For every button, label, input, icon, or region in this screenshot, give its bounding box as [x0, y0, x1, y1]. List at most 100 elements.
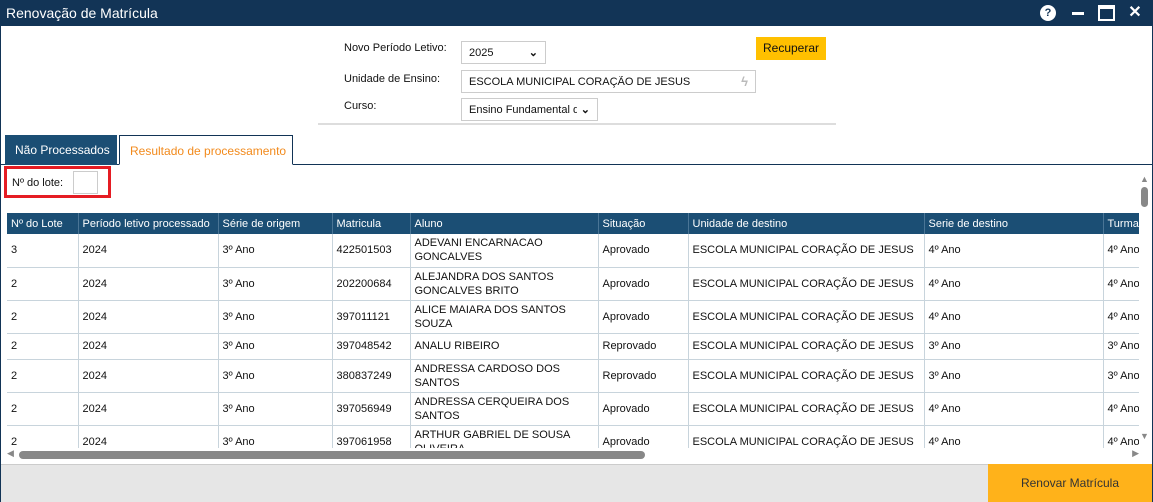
- window-title: Renovação de Matrícula: [6, 5, 158, 21]
- results-table: Nº do Lote Período letivo processado Série…: [7, 213, 1139, 448]
- table-header: Nº do Lote Período letivo processado Série…: [7, 213, 1139, 234]
- table-cell: ALEJANDRA DOS SANTOS GONCALVES BRITO: [410, 267, 599, 301]
- close-icon[interactable]: ✕: [1128, 4, 1142, 21]
- tab-resultado-processamento[interactable]: Resultado de processamento: [119, 135, 293, 165]
- lote-label: Nº do lote:: [12, 177, 64, 189]
- periodo-value: 2025: [469, 46, 494, 59]
- table-cell: 2: [7, 300, 79, 334]
- unidade-field[interactable]: ESCOLA MUNICIPAL CORAÇÃO DE JESUS ϟ: [461, 70, 756, 93]
- table-cell: ESCOLA MUNICIPAL CORAÇÃO DE JESUS: [688, 267, 925, 301]
- curso-value: Ensino Fundamental de 9 anos: [469, 103, 577, 116]
- column-header[interactable]: Turma: [1103, 213, 1139, 234]
- table-cell: 2024: [78, 300, 219, 334]
- column-header[interactable]: Período letivo processado: [78, 213, 219, 234]
- table-cell: 2: [7, 392, 79, 426]
- recuperar-button[interactable]: Recuperar: [756, 37, 826, 60]
- table-row[interactable]: 2 2024 3º Ano 397048542 ANALU RIBEIRO Reprova…: [7, 333, 1139, 360]
- column-header[interactable]: Serie de destino: [924, 213, 1104, 234]
- table-cell: 3º Ano: [218, 300, 333, 334]
- table-cell: 4º Ano: [1103, 300, 1139, 334]
- table-cell: Reprovado: [598, 333, 689, 360]
- table-cell: 4º Ano: [1103, 234, 1139, 268]
- horizontal-scrollbar[interactable]: ◀ ▶: [7, 448, 1139, 461]
- table-cell: ADEVANI ENCARNACAO GONCALVES: [410, 234, 599, 268]
- column-header[interactable]: Nº do Lote: [7, 213, 79, 234]
- table-cell: 2024: [78, 359, 219, 393]
- curso-select[interactable]: Ensino Fundamental de 9 anos ⌄: [461, 98, 598, 121]
- table-cell: 2024: [78, 425, 219, 448]
- vertical-scrollbar[interactable]: ▲ ▼: [1139, 174, 1151, 449]
- maximize-icon[interactable]: [1098, 5, 1115, 21]
- table-row[interactable]: 2 2024 3º Ano 397061958 ARTHUR GABRIEL DE SO…: [7, 425, 1139, 448]
- periodo-label: Novo Período Letivo:: [344, 42, 447, 54]
- scroll-down-icon[interactable]: ▼: [1140, 431, 1149, 441]
- table-cell: Aprovado: [598, 267, 689, 301]
- scroll-up-icon[interactable]: ▲: [1140, 174, 1149, 184]
- table-cell: 3º Ano: [218, 425, 333, 448]
- table-cell: 2024: [78, 392, 219, 426]
- table-cell: ESCOLA MUNICIPAL CORAÇÃO DE JESUS: [688, 234, 925, 268]
- scrollbar-thumb[interactable]: [1141, 187, 1148, 207]
- table-row[interactable]: 2 2024 3º Ano 202200684 ALEJANDRA DOS SANTOS…: [7, 267, 1139, 301]
- table-cell: 3º Ano: [924, 333, 1104, 360]
- column-header[interactable]: Matricula: [332, 213, 411, 234]
- lote-filter: Nº do lote:: [4, 166, 111, 198]
- table-cell: 3º Ano: [218, 333, 333, 360]
- table-cell: 4º Ano: [924, 300, 1104, 334]
- table-cell: 2: [7, 359, 79, 393]
- table-cell: 3º Ano: [924, 359, 1104, 393]
- minimize-icon[interactable]: [1070, 5, 1086, 21]
- chevron-down-icon: ⌄: [580, 104, 590, 116]
- tab-divider: [1, 164, 1152, 165]
- table-cell: Aprovado: [598, 234, 689, 268]
- table-cell: ALICE MAIARA DOS SANTOS SOUZA: [410, 300, 599, 334]
- table-row[interactable]: 2 2024 3º Ano 397011121 ALICE MAIARA DOS SAN…: [7, 300, 1139, 334]
- table-cell: 202200684: [332, 267, 411, 301]
- table-cell: 2024: [78, 234, 219, 268]
- unidade-label: Unidade de Ensino:: [344, 73, 441, 85]
- table-cell: ESCOLA MUNICIPAL CORAÇÃO DE JESUS: [688, 359, 925, 393]
- table-row[interactable]: 2 2024 3º Ano 397056949 ANDRESSA CERQUEIRA D…: [7, 392, 1139, 426]
- scroll-right-icon[interactable]: ▶: [1132, 448, 1139, 458]
- table-cell: 4º Ano: [1103, 267, 1139, 301]
- scrollbar-thumb[interactable]: [19, 451, 645, 459]
- table-cell: ARTHUR GABRIEL DE SOUSA OLIVEIRA: [410, 425, 599, 448]
- table-row[interactable]: 3 2024 3º Ano 422501503 ADEVANI ENCARNACAO G…: [7, 234, 1139, 268]
- column-header[interactable]: Situação: [598, 213, 689, 234]
- lote-input[interactable]: [73, 171, 98, 194]
- divider: [318, 123, 836, 125]
- table-cell: 2: [7, 425, 79, 448]
- scroll-left-icon[interactable]: ◀: [7, 448, 14, 458]
- table-cell: 4º Ano: [924, 267, 1104, 301]
- title-bar: Renovação de Matrícula ? ✕: [1, 1, 1152, 26]
- table-cell: 3º Ano: [218, 359, 333, 393]
- table-cell: Reprovado: [598, 359, 689, 393]
- column-header[interactable]: Série de origem: [218, 213, 333, 234]
- table-cell: 4º Ano: [924, 425, 1104, 448]
- table-cell: ESCOLA MUNICIPAL CORAÇÃO DE JESUS: [688, 392, 925, 426]
- column-header[interactable]: Aluno: [410, 213, 599, 234]
- table-cell: 397056949: [332, 392, 411, 426]
- table-cell: 422501503: [332, 234, 411, 268]
- table-cell: 397011121: [332, 300, 411, 334]
- periodo-select[interactable]: 2025 ⌄: [461, 41, 546, 64]
- table-cell: 2024: [78, 333, 219, 360]
- table-row[interactable]: 2 2024 3º Ano 380837249 ANDRESSA CARDOSO DOS…: [7, 359, 1139, 393]
- lightning-icon[interactable]: ϟ: [741, 74, 748, 89]
- table-cell: 4º Ano: [1103, 392, 1139, 426]
- renovar-matricula-button[interactable]: Renovar Matrícula: [988, 464, 1152, 502]
- table-cell: 3º Ano: [218, 267, 333, 301]
- column-header[interactable]: Unidade de destino: [688, 213, 925, 234]
- table-cell: 3º Ano: [218, 392, 333, 426]
- table-cell: 2024: [78, 267, 219, 301]
- table-cell: 3º Ano: [1103, 333, 1139, 360]
- table-cell: 2: [7, 333, 79, 360]
- table-cell: 397048542: [332, 333, 411, 360]
- table-cell: ESCOLA MUNICIPAL CORAÇÃO DE JESUS: [688, 300, 925, 334]
- help-icon[interactable]: ?: [1040, 5, 1056, 21]
- table-cell: 3º Ano: [218, 234, 333, 268]
- tab-nao-processados[interactable]: Não Processados: [5, 135, 117, 165]
- table-cell: 4º Ano: [924, 234, 1104, 268]
- table-cell: 380837249: [332, 359, 411, 393]
